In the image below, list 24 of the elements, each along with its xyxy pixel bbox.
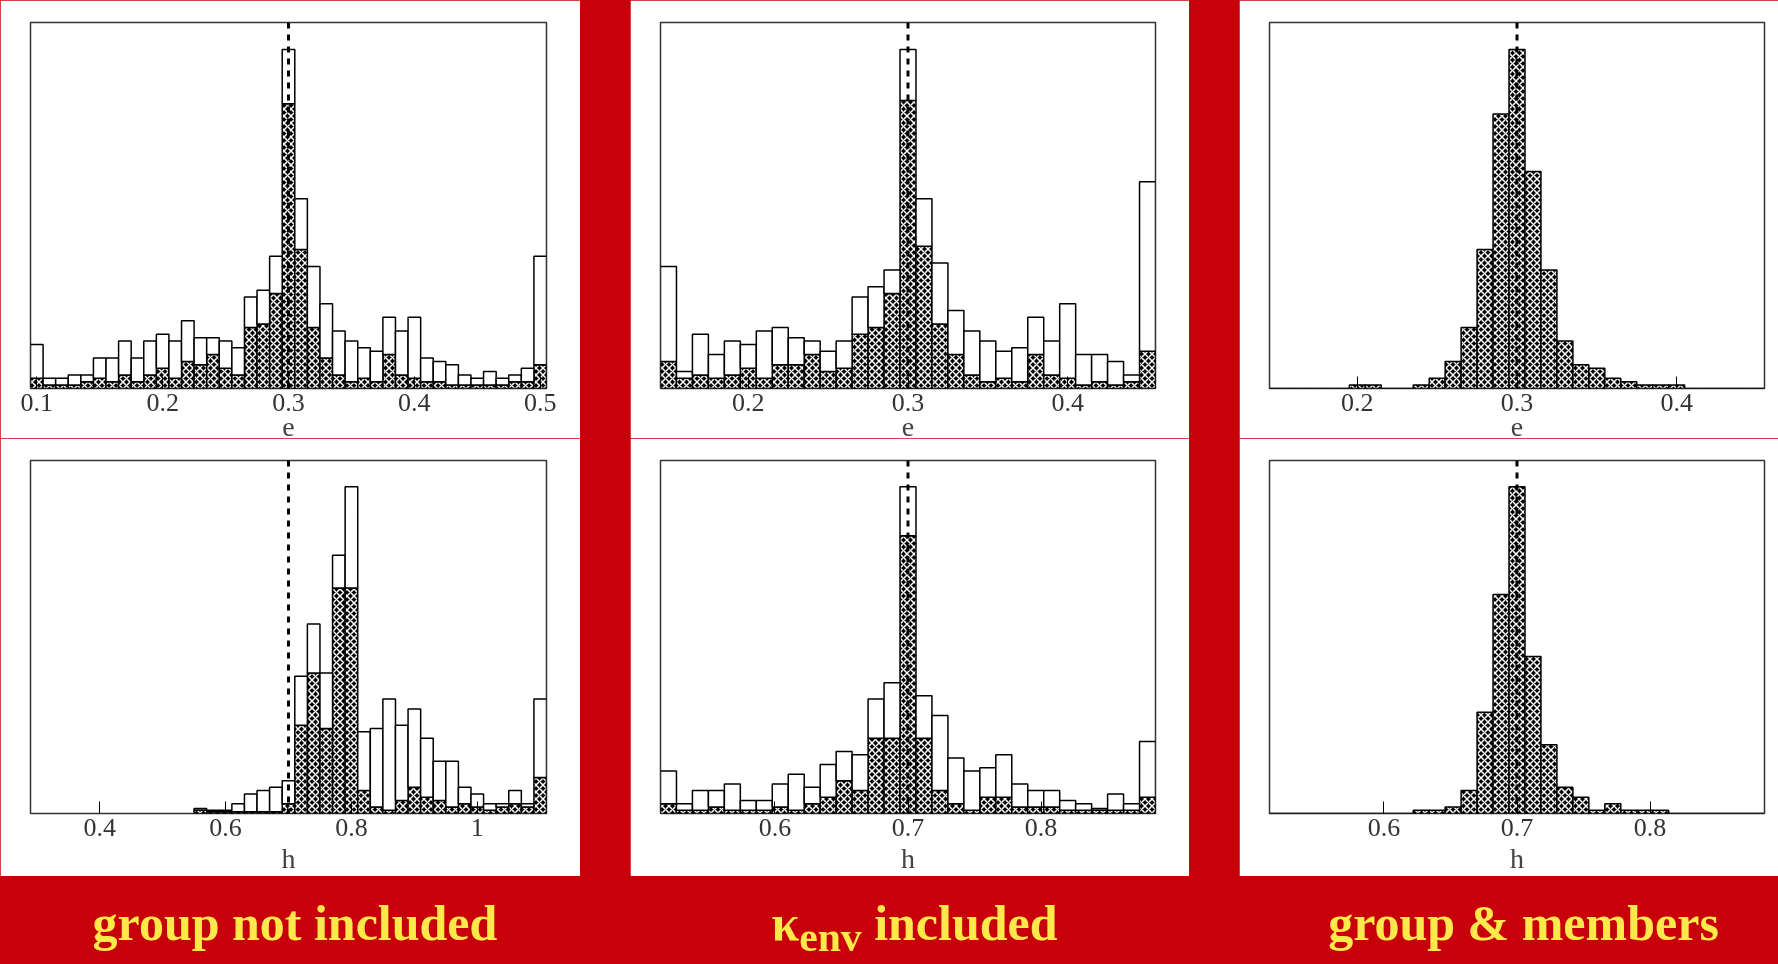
x-tick-label: 0.6 [1367, 812, 1401, 842]
x-tick-label: 0.4 [1660, 387, 1693, 417]
x-tick-label: 0.6 [758, 812, 792, 842]
x-tick-label: 0.7 [1500, 812, 1534, 842]
x-tick-label: 0.6 [209, 812, 242, 842]
x-tick-label: 0.7 [891, 812, 925, 842]
x-tick-label: 1 [470, 812, 484, 842]
x-tick-label: 0.2 [146, 387, 179, 417]
text: κ$_{env}$ included [771, 894, 1058, 962]
x-tick-label: 0.4 [83, 812, 116, 842]
x-tick-label: 0.2 [732, 387, 765, 417]
x-tick-label: 0.5 [523, 387, 557, 417]
x-tick-label: 0.8 [1024, 812, 1058, 842]
text: group not included [92, 894, 498, 953]
text: group & members [1328, 894, 1719, 953]
x-tick-label: 0.8 [335, 812, 368, 842]
x-axis-title: h [281, 842, 296, 874]
x-axis-title: h [1510, 842, 1524, 874]
x-tick-label: 0.2 [1341, 387, 1374, 417]
x-axis-title: h [901, 842, 915, 874]
x-tick-label: 0.4 [398, 387, 431, 417]
x-tick-label: 0.8 [1633, 812, 1667, 842]
x-tick-label: 0.1 [20, 387, 54, 417]
x-tick-label: 0.4 [1051, 387, 1084, 417]
